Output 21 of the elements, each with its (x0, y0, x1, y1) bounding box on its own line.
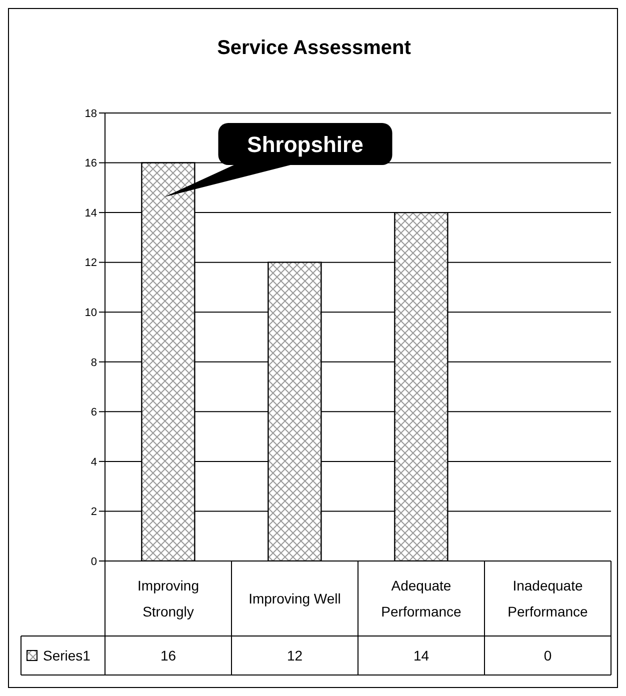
data-label: 12 (286, 648, 303, 664)
data-label: 14 (413, 648, 430, 664)
x-tick-label: Improving Well (248, 590, 341, 606)
y-tick-label: 0 (90, 556, 97, 568)
y-tick-label: 6 (90, 406, 97, 419)
y-tick-label: 18 (84, 108, 97, 120)
y-tick-label: 2 (90, 506, 97, 518)
x-tick-label: Adequate Performance (381, 578, 462, 620)
y-tick-label: 14 (84, 207, 97, 220)
data-label: 16 (160, 648, 176, 664)
x-tick-label: Improving Strongly (138, 578, 199, 620)
data-label: 0 (544, 648, 552, 664)
x-tick-label: Inadequate Performance (508, 578, 588, 620)
y-tick-label: 16 (84, 158, 97, 170)
chart-title: Service Assessment (216, 37, 412, 60)
annotation: Shropshire (247, 132, 364, 157)
y-tick-label: 10 (84, 307, 97, 320)
y-tick-label: 12 (84, 257, 97, 270)
y-tick-label: 8 (90, 356, 97, 369)
y-tick-label: 4 (90, 456, 97, 468)
legend-label: Series1 (43, 648, 91, 664)
